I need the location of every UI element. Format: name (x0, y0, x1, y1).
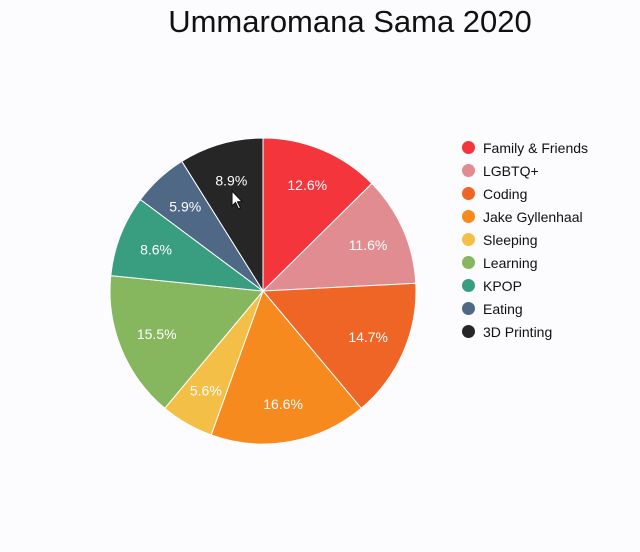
pie-slice[interactable] (261, 282, 417, 409)
legend-item[interactable]: 3D Printing (462, 320, 632, 343)
pie-slice[interactable] (210, 290, 362, 445)
legend-item[interactable]: Eating (462, 297, 632, 320)
pie-slice[interactable] (109, 275, 264, 409)
pie-slice[interactable] (262, 137, 373, 293)
legend-item[interactable]: Family & Friends (462, 136, 632, 159)
legend-label: Eating (483, 300, 523, 317)
slice-label: 8.6% (140, 241, 172, 257)
slice-label: 5.6% (190, 382, 222, 398)
legend-swatch (462, 233, 475, 246)
slice-labels: 12.6% 11.6% 14.7% 16.6% 5.6% 15.5% 8.6% 5.9% 8.9… (137, 173, 388, 412)
slice-label: 16.6% (263, 396, 303, 412)
legend-swatch (462, 210, 475, 223)
legend-label: Coding (483, 185, 528, 202)
legend-item[interactable]: Learning (462, 251, 632, 274)
legend-swatch (462, 141, 475, 154)
mouse-cursor-icon (231, 190, 243, 210)
legend-swatch (462, 279, 475, 292)
slice-label: 15.5% (137, 326, 177, 342)
legend-item[interactable]: LGBTQ+ (462, 159, 632, 182)
slice-label: 14.7% (348, 329, 388, 345)
legend-item[interactable]: Jake Gyllenhaal (462, 205, 632, 228)
slice-label: 5.9% (169, 199, 201, 215)
legend-label: Jake Gyllenhaal (483, 208, 583, 225)
slice-label: 8.9% (215, 173, 247, 189)
pie-slice[interactable] (110, 198, 265, 292)
legend-swatch (462, 256, 475, 269)
legend-label: LGBTQ+ (483, 162, 539, 179)
pie-slice[interactable] (181, 137, 264, 293)
legend-label: 3D Printing (483, 323, 553, 340)
legend-swatch (462, 325, 475, 338)
pie-slice[interactable] (261, 182, 417, 292)
legend-swatch (462, 302, 475, 315)
legend-label: Learning (483, 254, 538, 271)
legend-label: Sleeping (483, 231, 538, 248)
slice-label: 11.6% (349, 237, 388, 253)
pie-slices (109, 137, 417, 445)
legend-swatch (462, 164, 475, 177)
legend-item[interactable]: KPOP (462, 274, 632, 297)
slice-label: 12.6% (287, 177, 327, 193)
chart-legend: Family & Friends LGBTQ+ Coding Jake Gyllenh… (462, 136, 632, 343)
legend-label: KPOP (483, 277, 522, 294)
legend-item[interactable]: Sleeping (462, 228, 632, 251)
chart-title: Ummaromana Sama 2020 (168, 4, 532, 39)
legend-swatch (462, 187, 475, 200)
legend-item[interactable]: Coding (462, 182, 632, 205)
legend-label: Family & Friends (483, 139, 589, 156)
